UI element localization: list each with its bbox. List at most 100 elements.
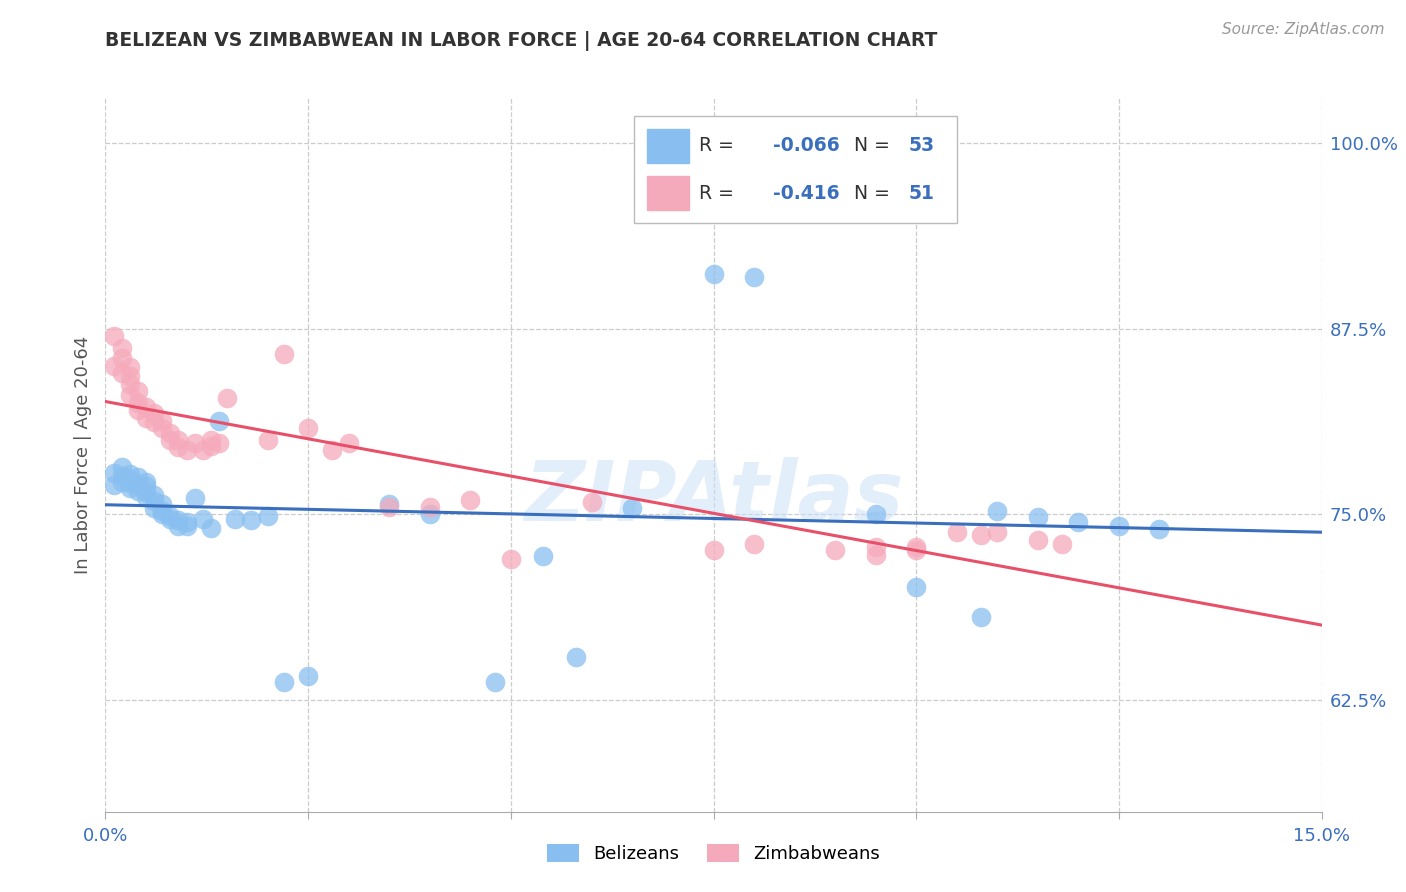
Point — [167, 433, 190, 447]
Point — [159, 425, 181, 440]
Point — [986, 525, 1008, 540]
Text: -0.066: -0.066 — [773, 136, 839, 155]
Point — [143, 501, 166, 516]
Point — [135, 479, 157, 493]
Point — [159, 433, 181, 447]
Text: Source: ZipAtlas.com: Source: ZipAtlas.com — [1222, 22, 1385, 37]
Point — [118, 360, 141, 375]
Point — [103, 359, 125, 373]
Point — [1108, 519, 1130, 533]
Point — [905, 543, 928, 558]
Point — [127, 477, 149, 491]
Text: 53: 53 — [908, 136, 935, 155]
Text: BELIZEAN VS ZIMBABWEAN IN LABOR FORCE | AGE 20-64 CORRELATION CHART: BELIZEAN VS ZIMBABWEAN IN LABOR FORCE | … — [105, 31, 938, 51]
Point — [208, 436, 231, 450]
Point — [111, 351, 134, 366]
Point — [378, 497, 401, 511]
Point — [273, 675, 295, 690]
Point — [742, 537, 765, 551]
Point — [865, 548, 887, 562]
Point — [135, 401, 157, 415]
Point — [970, 610, 993, 624]
Point — [702, 267, 725, 281]
Point — [564, 650, 586, 665]
Bar — [647, 128, 689, 163]
Point — [103, 329, 125, 343]
Point — [127, 470, 149, 484]
Point — [378, 500, 401, 514]
Text: R =: R = — [699, 136, 740, 155]
Point — [183, 436, 205, 450]
Point — [1149, 522, 1171, 536]
Point — [321, 443, 343, 458]
Point — [581, 495, 603, 509]
Point — [200, 439, 222, 453]
Point — [419, 508, 441, 522]
Point — [127, 396, 149, 410]
Text: -0.416: -0.416 — [773, 184, 839, 202]
Point — [176, 515, 198, 529]
Point — [273, 347, 295, 361]
Point — [127, 403, 149, 417]
Text: N =: N = — [853, 184, 896, 202]
Point — [118, 467, 141, 482]
Point — [531, 549, 554, 563]
Point — [135, 490, 157, 504]
Point — [208, 414, 231, 428]
Point — [945, 525, 967, 540]
Point — [621, 501, 644, 516]
Point — [191, 443, 214, 458]
Point — [143, 488, 166, 502]
Point — [118, 388, 141, 402]
Point — [458, 492, 481, 507]
Point — [176, 443, 198, 458]
Point — [127, 483, 149, 498]
Point — [159, 512, 181, 526]
Point — [143, 406, 166, 420]
Point — [159, 508, 181, 523]
Point — [118, 476, 141, 491]
Point — [224, 512, 246, 526]
Point — [702, 543, 725, 558]
Point — [1026, 533, 1049, 547]
Point — [176, 519, 198, 533]
Point — [337, 436, 360, 450]
Point — [150, 504, 173, 518]
Point — [865, 508, 887, 522]
Point — [240, 513, 263, 527]
Point — [150, 414, 173, 428]
Point — [111, 459, 134, 474]
Point — [150, 421, 173, 435]
Point — [150, 497, 173, 511]
Point — [111, 475, 134, 489]
Y-axis label: In Labor Force | Age 20-64: In Labor Force | Age 20-64 — [73, 335, 91, 574]
Point — [167, 441, 190, 455]
Point — [742, 269, 765, 284]
Point — [127, 384, 149, 398]
Point — [183, 491, 205, 505]
Point — [905, 540, 928, 554]
Point — [135, 475, 157, 489]
Point — [419, 500, 441, 514]
Point — [103, 466, 125, 480]
Point — [167, 519, 190, 533]
Text: R =: R = — [699, 184, 740, 202]
Point — [135, 410, 157, 425]
Point — [191, 512, 214, 526]
Text: ZIPAtlas: ZIPAtlas — [524, 458, 903, 538]
Point — [143, 494, 166, 508]
Text: 51: 51 — [908, 184, 935, 202]
Point — [111, 468, 134, 483]
Point — [118, 369, 141, 384]
Point — [865, 540, 887, 554]
Point — [103, 477, 125, 491]
Text: N =: N = — [853, 136, 896, 155]
Point — [118, 376, 141, 391]
Point — [970, 528, 993, 542]
Legend: Belizeans, Zimbabweans: Belizeans, Zimbabweans — [540, 838, 887, 871]
Point — [1067, 515, 1090, 529]
Point — [118, 472, 141, 486]
Point — [484, 675, 506, 690]
Point — [256, 433, 278, 447]
Point — [1050, 537, 1073, 551]
